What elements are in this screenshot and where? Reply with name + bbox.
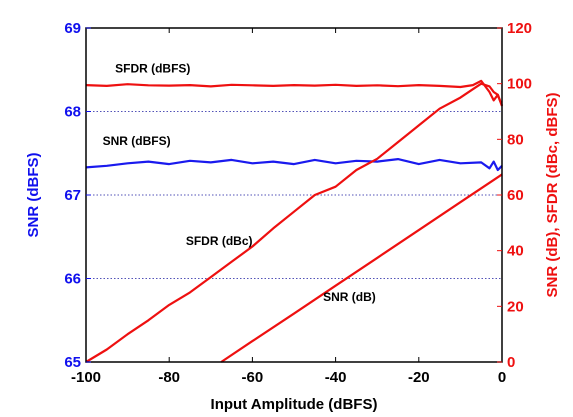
left-tick-label: 67 [64,187,81,204]
annotations: SFDR (dBFS) SNR (dBFS) SFDR (dBc) SNR (dB) [103,62,376,304]
left-axis-label: SNR (dBFS) [25,153,42,238]
series-lines [85,79,504,363]
x-tick-label: -20 [408,369,430,386]
left-axis-ticks: 65 66 67 68 69 [64,20,91,371]
series-annotation: SNR (dBFS) [103,134,171,148]
x-tick-label: 0 [498,369,506,386]
left-tick-label: 65 [64,354,81,371]
series-line-0 [85,79,504,107]
right-tick-label: 80 [507,131,524,148]
series-line-3 [220,173,503,363]
right-axis-label: SNR (dB), SFDR (dBc, dBFS) [544,93,561,298]
series-line-1 [85,158,503,172]
right-tick-label: 20 [507,298,524,315]
right-tick-label: 120 [507,20,532,37]
right-tick-label: 60 [507,187,524,204]
x-tick-label: -100 [71,369,101,386]
x-axis-ticks: -100 -80 -60 -40 -20 0 [71,28,506,386]
x-tick-label: -80 [158,369,180,386]
right-tick-label: 40 [507,243,524,260]
series-line-2 [85,82,504,363]
left-tick-label: 68 [64,104,81,121]
x-tick-label: -60 [242,369,264,386]
right-axis-ticks: 0 20 40 60 80 100 120 [497,20,532,371]
series-annotation: SFDR (dBFS) [115,62,190,76]
x-tick-label: -40 [325,369,347,386]
series-annotation: SNR (dB) [323,290,376,304]
right-tick-label: 0 [507,354,515,371]
series-annotation: SFDR (dBc) [186,234,253,248]
right-tick-label: 100 [507,76,532,93]
left-tick-label: 69 [64,20,81,37]
x-axis-label: Input Amplitude (dBFS) [211,396,378,413]
left-tick-label: 66 [64,271,81,288]
gridlines [86,111,502,279]
